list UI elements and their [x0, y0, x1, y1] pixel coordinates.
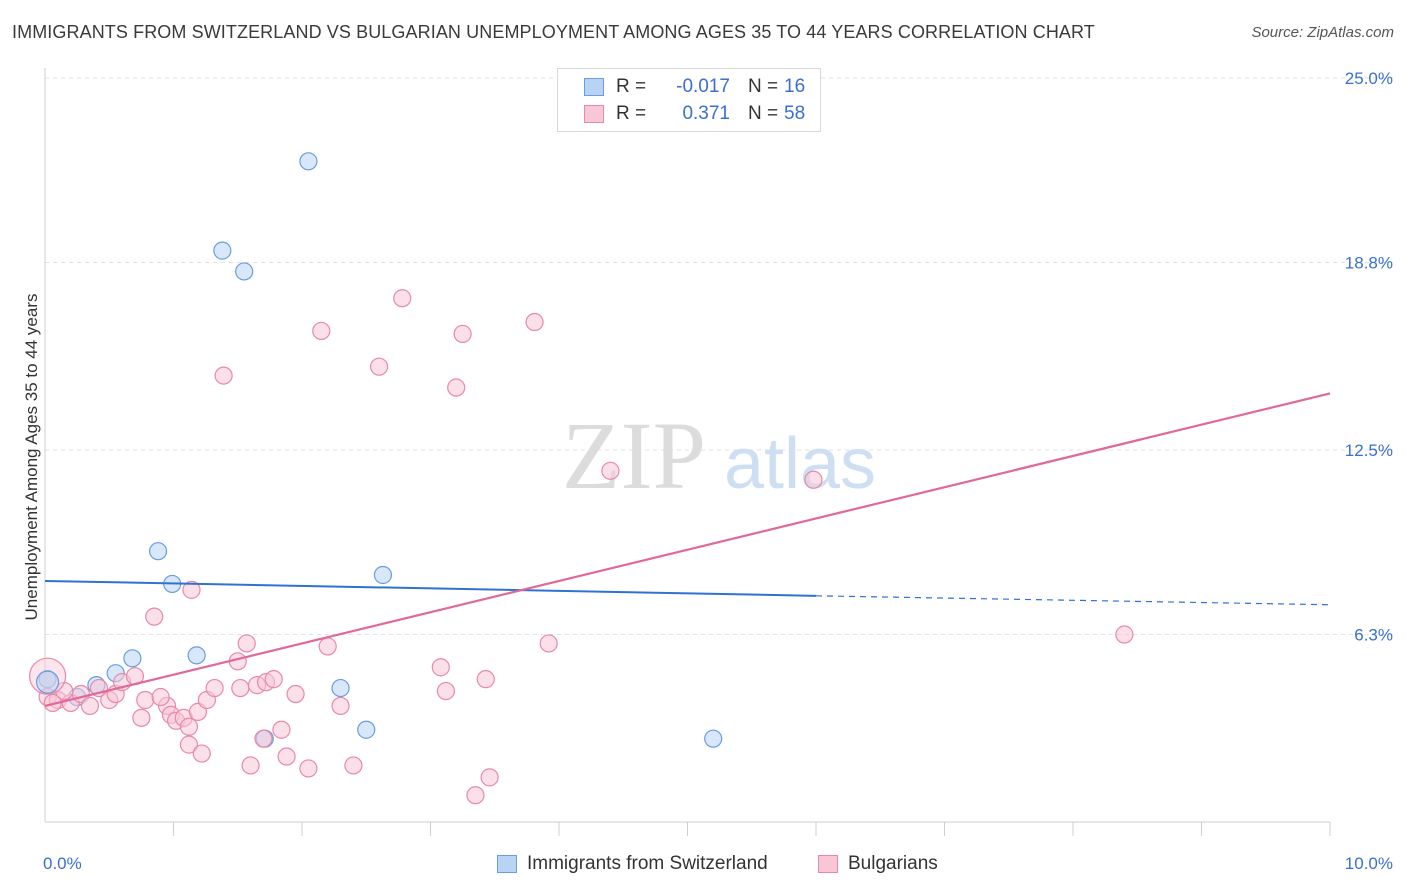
bulgarians-point-15 — [151, 687, 170, 707]
bulgarians-point-45 — [436, 681, 456, 701]
watermark-zip: ZIP — [562, 402, 706, 509]
legend-swatch-pink — [584, 105, 604, 123]
x-tick-label-0: 0.0% — [43, 854, 82, 873]
chart-title: IMMIGRANTS FROM SWITZERLAND VS BULGARIAN… — [12, 22, 1095, 42]
source-credit: Source: ZipAtlas.com — [1251, 24, 1394, 41]
r-value-switzerland: -0.017 — [676, 76, 730, 97]
bulgarians-point-33 — [264, 670, 283, 689]
stats-legend: R = -0.017 N = 16 R = 0.371 N = 58 — [557, 68, 821, 132]
bulgarians-point-20 — [182, 580, 201, 599]
bulgarians-point-49 — [476, 670, 495, 689]
bulgarians-point-38 — [312, 321, 331, 341]
switzerland-point-14 — [373, 565, 393, 585]
switzerland-point-12 — [331, 678, 350, 698]
bottom-legend-switzerland: Immigrants from Switzerland — [497, 852, 768, 876]
n-value-switzerland: 16 — [784, 76, 806, 97]
switzerland-point-13 — [357, 720, 376, 739]
bulgarians-point-43 — [393, 289, 412, 308]
bulgarians-point-24 — [205, 678, 224, 698]
n-label: N = — [748, 76, 779, 97]
data-points — [28, 152, 1134, 805]
r-value-bulgarians: 0.371 — [682, 103, 730, 124]
bulgarians-point-46 — [447, 378, 466, 397]
grid-lines — [45, 77, 1395, 636]
bottom-legend-label-switzerland: Immigrants from Switzerland — [527, 853, 768, 874]
watermark-atlas: atlas — [724, 424, 876, 504]
bulgarians-point-29 — [241, 756, 260, 775]
bulgarians-point-28 — [237, 634, 256, 653]
switzerland-trend-line — [44, 579, 817, 597]
switzerland-point-7 — [187, 646, 206, 665]
bulgarians-point-35 — [277, 747, 296, 766]
switzerland-cluster-point — [35, 670, 60, 694]
bottom-legend-swatch-blue — [497, 855, 517, 873]
bulgarians-point-11 — [136, 690, 155, 710]
bulgarians-point-47 — [453, 324, 472, 344]
bulgarians-point-34 — [272, 720, 291, 739]
y-tick-label-2: 18.8% — [1345, 254, 1393, 273]
bulgarians-point-27 — [231, 678, 250, 698]
legend-row-switzerland: R = -0.017 N = 16 — [584, 75, 805, 99]
bulgarians-point-55 — [1115, 625, 1134, 644]
bulgarians-point-36 — [286, 684, 305, 704]
switzerland-trend-extension — [815, 595, 1331, 606]
trend-lines — [44, 392, 1331, 708]
bulgarians-point-41 — [344, 756, 363, 775]
bulgarians-trend-line — [44, 392, 1331, 708]
bulgarians-point-44 — [431, 658, 450, 677]
y-tick-label-3: 25.0% — [1345, 69, 1393, 88]
bulgarians-point-48 — [466, 786, 485, 805]
switzerland-point-5 — [148, 542, 168, 561]
bulgarians-point-19 — [179, 735, 199, 754]
y-tick-label-0: 6.3% — [1354, 626, 1393, 645]
bulgarians-point-25 — [214, 366, 233, 385]
bulgarians-point-13 — [145, 607, 164, 626]
bulgarians-point-18 — [179, 717, 199, 736]
bulgarians-point-51 — [525, 312, 544, 332]
bulgarians-point-53 — [601, 461, 620, 480]
y-axis-label: Unemployment Among Ages 35 to 44 years — [22, 294, 41, 621]
r-label: R = — [616, 103, 647, 124]
bulgarians-point-50 — [480, 768, 499, 787]
bulgarians-point-4 — [80, 696, 100, 716]
bulgarians-point-40 — [331, 696, 350, 716]
r-label: R = — [616, 76, 647, 97]
tick-labels: 6.3% 12.5% 18.8% 25.0% 0.0% 10.0% — [43, 69, 1393, 873]
bulgarians-point-52 — [539, 634, 558, 653]
x-tick-label-1: 10.0% — [1345, 854, 1393, 873]
legend-swatch-blue — [584, 78, 604, 96]
bulgarians-point-23 — [192, 744, 211, 763]
switzerland-point-8 — [213, 241, 232, 260]
bottom-legend-label-bulgarians: Bulgarians — [848, 853, 938, 874]
bulgarians-point-39 — [318, 637, 337, 656]
n-label: N = — [748, 103, 779, 124]
switzerland-point-4 — [123, 649, 142, 668]
bottom-legend-bulgarians: Bulgarians — [818, 852, 938, 876]
y-tick-label-1: 12.5% — [1345, 441, 1393, 460]
switzerland-point-15 — [704, 729, 723, 748]
bulgarians-point-42 — [370, 357, 389, 376]
switzerland-point-9 — [235, 262, 254, 281]
bulgarians-point-54 — [804, 470, 823, 489]
bottom-legend-swatch-pink — [818, 855, 838, 873]
legend-row-bulgarians: R = 0.371 N = 58 — [584, 102, 805, 126]
bulgarians-point-31 — [254, 729, 273, 748]
bulgarians-point-10 — [132, 708, 151, 727]
bulgarians-point-37 — [299, 759, 318, 778]
switzerland-point-11 — [299, 152, 318, 171]
n-value-bulgarians: 58 — [784, 103, 806, 124]
